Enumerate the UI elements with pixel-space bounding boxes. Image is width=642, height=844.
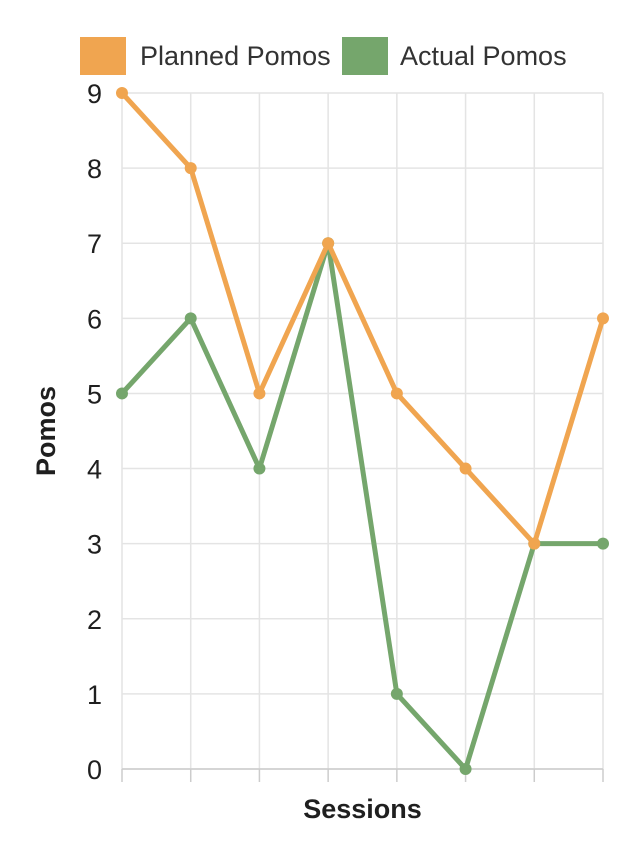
actual-pomos-point bbox=[116, 387, 128, 400]
legend-swatch bbox=[80, 37, 126, 75]
planned-pomos-line bbox=[119, 90, 606, 547]
actual-pomos-point bbox=[390, 687, 403, 700]
planned-pomos-point bbox=[459, 462, 472, 475]
legend-label: Planned Pomos bbox=[140, 41, 331, 71]
planned-pomos-point bbox=[390, 387, 403, 400]
y-tick-label: 2 bbox=[87, 605, 102, 635]
legend-item-planned-pomos[interactable]: Planned Pomos bbox=[80, 37, 331, 75]
y-tick-label: 8 bbox=[87, 154, 102, 184]
actual-pomos-point bbox=[253, 462, 266, 475]
planned-pomos-point bbox=[322, 237, 335, 250]
actual-pomos-point bbox=[597, 537, 609, 550]
y-tick-label: 0 bbox=[87, 755, 102, 785]
actual-pomos-point bbox=[184, 312, 197, 325]
y-tick-label: 7 bbox=[87, 229, 102, 259]
y-axis-title: Pomos bbox=[31, 386, 61, 476]
legend-swatch bbox=[342, 37, 388, 75]
y-tick-label: 5 bbox=[87, 379, 102, 409]
planned-pomos-point bbox=[597, 312, 609, 325]
planned-pomos-point bbox=[253, 387, 266, 400]
y-tick-label: 9 bbox=[87, 79, 102, 109]
legend-item-actual-pomos[interactable]: Actual Pomos bbox=[342, 37, 567, 75]
grid bbox=[121, 92, 604, 770]
y-tick-label: 1 bbox=[87, 680, 102, 710]
legend: Planned Pomos Actual Pomos bbox=[80, 37, 567, 75]
actual-pomos-point bbox=[459, 763, 472, 775]
actual-pomos-line bbox=[119, 240, 606, 772]
planned-pomos-point bbox=[184, 162, 197, 175]
y-tick-label: 6 bbox=[87, 304, 102, 334]
series-layer bbox=[116, 87, 609, 775]
x-axis-title: Sessions bbox=[303, 794, 422, 824]
y-tick-label: 3 bbox=[87, 530, 102, 560]
axes: 0 1 2 3 4 5 6 7 8 9 bbox=[87, 79, 604, 785]
planned-pomos-point bbox=[528, 537, 541, 550]
legend-label: Actual Pomos bbox=[400, 41, 567, 71]
y-tick-label: 4 bbox=[87, 455, 102, 485]
planned-pomos-point bbox=[116, 87, 128, 99]
